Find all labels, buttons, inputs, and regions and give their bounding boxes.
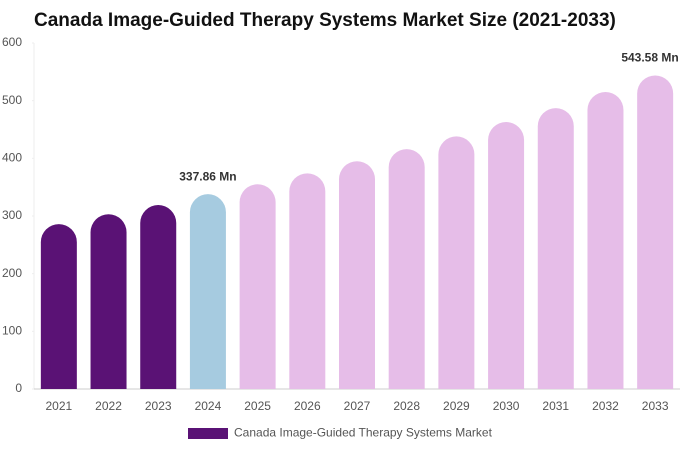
y-tick-label: 500: [2, 93, 22, 107]
bar: [388, 149, 425, 389]
y-tick-label: 600: [2, 35, 22, 49]
x-tick-label: 2031: [542, 399, 569, 413]
bar: [438, 136, 475, 389]
legend-swatch: [188, 428, 228, 439]
bar: [637, 75, 674, 390]
y-tick-label: 300: [2, 208, 22, 222]
x-tick-label: 2025: [244, 399, 271, 413]
y-tick-label: 0: [15, 381, 22, 395]
bar: [239, 184, 276, 389]
x-tick-label: 2033: [642, 399, 669, 413]
bar: [140, 205, 177, 389]
x-tick-label: 2029: [443, 399, 470, 413]
x-tick-label: 2021: [45, 399, 72, 413]
bar: [587, 92, 624, 390]
legend-label: Canada Image-Guided Therapy Systems Mark…: [234, 426, 493, 440]
x-tick-label: 2024: [195, 399, 222, 413]
data-label: 543.58 Mn: [621, 51, 678, 65]
y-tick-label: 100: [2, 324, 22, 338]
x-tick-label: 2023: [145, 399, 172, 413]
x-tick-label: 2030: [493, 399, 520, 413]
x-tick-label: 2026: [294, 399, 321, 413]
bar: [537, 108, 574, 389]
chart-title: Canada Image-Guided Therapy Systems Mark…: [34, 10, 616, 31]
x-tick-label: 2022: [95, 399, 122, 413]
bar: [90, 214, 127, 389]
data-label: 337.86 Mn: [179, 169, 236, 183]
x-tick-label: 2032: [592, 399, 619, 413]
bar: [189, 194, 226, 389]
x-tick-label: 2027: [344, 399, 371, 413]
y-tick-label: 400: [2, 151, 22, 165]
bar: [488, 122, 525, 389]
x-tick-label: 2028: [393, 399, 420, 413]
bar: [339, 161, 375, 389]
y-tick-label: 200: [2, 266, 22, 280]
bar: [289, 173, 326, 389]
bar: [40, 224, 77, 389]
